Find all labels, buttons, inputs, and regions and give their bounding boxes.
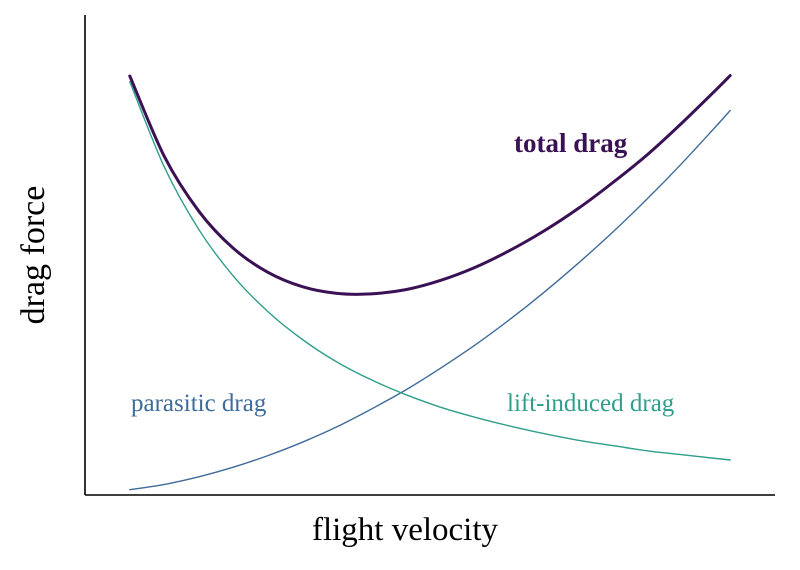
parasitic-drag-curve (129, 109, 731, 491)
total-drag-label: total drag (514, 128, 628, 158)
lift-induced-drag-label: lift-induced drag (507, 390, 675, 417)
curves-group (128, 74, 732, 491)
lift-induced-drag-curve (129, 81, 731, 461)
x-axis-label: flight velocity (311, 512, 499, 548)
y-axis-label: drag force (15, 185, 52, 325)
total-drag-curve (128, 74, 732, 296)
parasitic-drag-label: parasitic drag (131, 390, 267, 417)
